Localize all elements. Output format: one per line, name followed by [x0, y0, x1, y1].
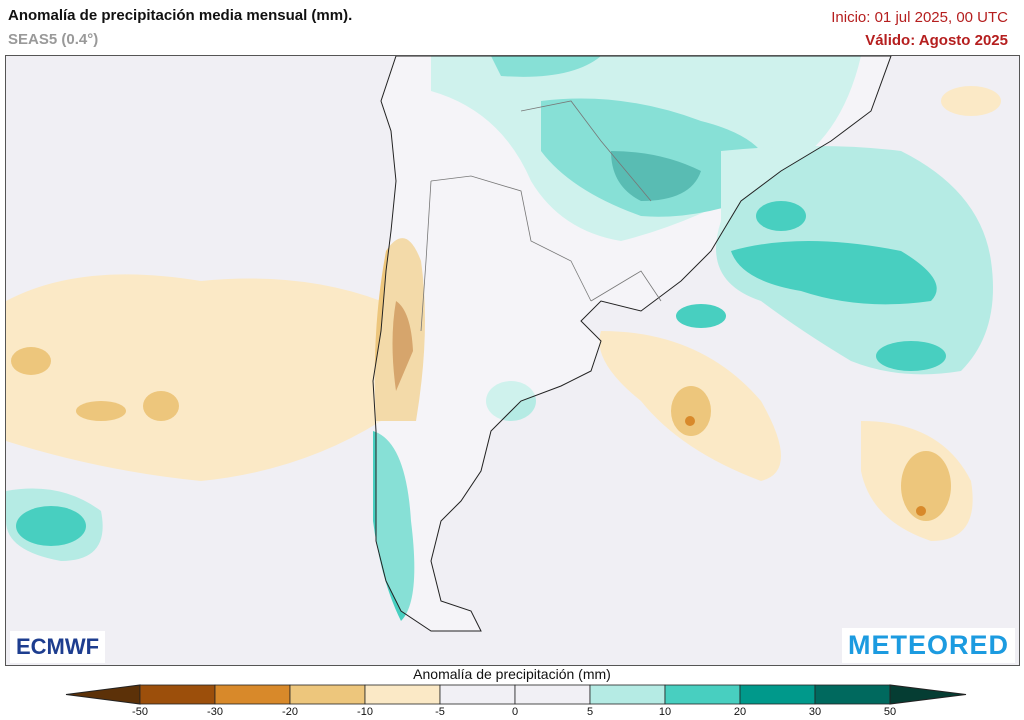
colorbar-segment [289, 684, 366, 705]
colorbar-low-arrow [65, 684, 141, 705]
colorbar-high-arrow [889, 684, 967, 705]
dry-anomaly-areas [6, 86, 1001, 541]
south-america-land [372, 56, 892, 632]
colorbar-tick: 10 [658, 706, 672, 718]
colorbar-tick: -5 [435, 706, 445, 718]
colorbar-segment [439, 684, 516, 705]
colorbar-segment [214, 684, 291, 705]
colorbar-tick: -50 [132, 706, 148, 718]
colorbar-tick: 50 [883, 706, 897, 718]
ecmwf-logo: ECMWF [10, 631, 106, 663]
colorbar-segment [664, 684, 741, 705]
colorbar-segment [589, 684, 666, 705]
precipitation-anomaly-map: ECMWF METEORED [5, 55, 1020, 666]
colorbar-tick: 30 [808, 706, 822, 718]
colorbar-tick: -30 [207, 706, 223, 718]
map-title: Anomalía de precipitación media mensual … [8, 7, 353, 24]
meteored-logo: METEORED [841, 628, 1015, 663]
valid-date: Válido: Agosto 2025 [865, 32, 1008, 49]
colorbar-segment [364, 684, 441, 705]
colorbar [65, 684, 967, 705]
colorbar-segment [739, 684, 816, 705]
colorbar-segment [514, 684, 591, 705]
colorbar-segment [814, 684, 891, 705]
init-date: Inicio: 01 jul 2025, 00 UTC [831, 9, 1008, 26]
colorbar-tick: -20 [282, 706, 298, 718]
colorbar-tick: -10 [357, 706, 373, 718]
colorbar-tick: 20 [733, 706, 747, 718]
wet-anomaly-areas [6, 56, 993, 621]
colorbar-tick: 0 [511, 706, 519, 718]
model-label: SEAS5 (0.4°) [8, 31, 99, 48]
colorbar-tick: 5 [586, 706, 594, 718]
country-borders [420, 100, 662, 332]
colorbar-segment [139, 684, 216, 705]
colorbar-title: Anomalía de precipitación (mm) [413, 666, 611, 682]
